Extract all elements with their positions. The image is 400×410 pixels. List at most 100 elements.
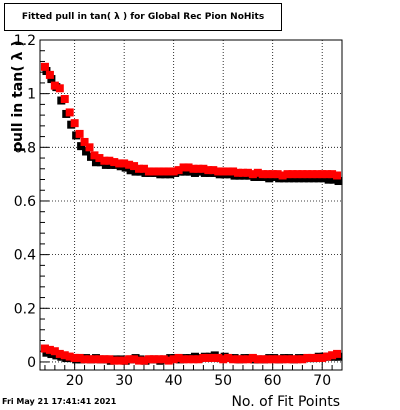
data-point-red — [234, 355, 243, 364]
plot-frame — [39, 39, 343, 371]
data-point-red — [238, 168, 247, 177]
data-point-red — [95, 355, 104, 364]
data-point-black — [126, 166, 135, 175]
data-point-red — [139, 356, 148, 365]
data-point-red — [229, 355, 238, 364]
x-tick-label: 70 — [313, 373, 331, 389]
data-point-red — [110, 356, 119, 365]
grid-lines — [40, 40, 342, 370]
data-point-black — [304, 174, 313, 183]
data-point-black — [314, 174, 323, 183]
data-point-red — [70, 353, 79, 362]
x-tick-label: 40 — [165, 373, 183, 389]
data-point-red — [154, 167, 163, 176]
data-point-red — [278, 171, 287, 180]
data-point-red — [268, 355, 277, 364]
data-point-black — [101, 160, 110, 169]
data-point-red — [288, 170, 297, 179]
data-point-red — [219, 167, 228, 176]
data-point-red — [130, 162, 139, 171]
data-point-red — [159, 167, 168, 176]
data-point-red — [313, 353, 322, 362]
data-point-red — [219, 355, 228, 364]
data-point-red — [189, 355, 198, 364]
data-point-red — [184, 163, 193, 172]
data-point-red — [75, 129, 84, 138]
data-point-black — [190, 168, 199, 177]
data-point-red — [318, 353, 327, 362]
data-point-red — [100, 156, 109, 165]
data-point-red — [45, 345, 54, 354]
data-point-red — [209, 166, 218, 175]
data-point-red — [125, 160, 134, 169]
data-point-black — [319, 174, 328, 183]
data-point-red — [318, 170, 327, 179]
data-point-red — [214, 353, 223, 362]
data-point-black — [309, 174, 318, 183]
data-point-red — [234, 168, 243, 177]
data-point-black — [334, 177, 343, 186]
data-point-red — [224, 167, 233, 176]
data-point-red — [85, 143, 94, 152]
data-point-red — [169, 167, 178, 176]
data-point-red — [273, 355, 282, 364]
axis-ticks — [40, 39, 343, 370]
data-point-red — [100, 355, 109, 364]
data-point-red — [333, 171, 342, 180]
data-point-red — [95, 154, 104, 163]
data-point-red — [199, 164, 208, 173]
data-point-black — [77, 142, 86, 151]
data-point-red — [273, 170, 282, 179]
data-point-black — [181, 167, 190, 176]
data-marks — [40, 62, 343, 365]
data-point-red — [55, 84, 64, 93]
data-point-red — [243, 168, 252, 177]
data-point-black — [289, 174, 298, 183]
data-point-red — [238, 355, 247, 364]
y-tick-label: 1 — [27, 87, 36, 103]
data-point-red — [308, 170, 317, 179]
datestamp: Fri May 21 17:41:41 2021 — [2, 397, 117, 406]
data-point-red — [125, 355, 134, 364]
data-point-red — [194, 164, 203, 173]
data-point-red — [45, 70, 54, 79]
data-point-red — [308, 353, 317, 362]
data-point-red — [174, 166, 183, 175]
data-point-red — [293, 170, 302, 179]
data-point-red — [189, 164, 198, 173]
x-tick-label: 50 — [214, 373, 232, 389]
data-point-red — [65, 108, 74, 117]
data-point-red — [224, 353, 233, 362]
data-point-red — [323, 170, 332, 179]
data-point-red — [248, 170, 257, 179]
data-point-red — [333, 349, 342, 358]
data-point-red — [283, 170, 292, 179]
data-point-red — [214, 167, 223, 176]
data-point-red — [328, 351, 337, 360]
chart-title-box: Fitted pull in tan( λ ) for Global Rec P… — [4, 3, 282, 31]
data-point-black — [329, 175, 338, 184]
data-point-red — [184, 355, 193, 364]
data-point-red — [288, 355, 297, 364]
data-point-red — [229, 167, 238, 176]
data-point-red — [164, 356, 173, 365]
data-point-red — [90, 355, 99, 364]
data-point-red — [209, 353, 218, 362]
data-point-red — [278, 355, 287, 364]
data-point-red — [55, 349, 64, 358]
data-point-red — [115, 159, 124, 168]
data-point-red — [149, 355, 158, 364]
data-point-red — [105, 355, 114, 364]
data-point-red — [80, 355, 89, 364]
data-point-red — [120, 356, 129, 365]
data-point-red — [120, 159, 129, 168]
data-point-red — [60, 351, 69, 360]
x-tick-label: 30 — [115, 373, 133, 389]
data-point-red — [303, 353, 312, 362]
data-point-red — [243, 355, 252, 364]
data-point-red — [50, 81, 59, 90]
data-point-red — [303, 170, 312, 179]
data-point-red — [204, 353, 213, 362]
data-point-red — [194, 355, 203, 364]
data-point-red — [144, 167, 153, 176]
